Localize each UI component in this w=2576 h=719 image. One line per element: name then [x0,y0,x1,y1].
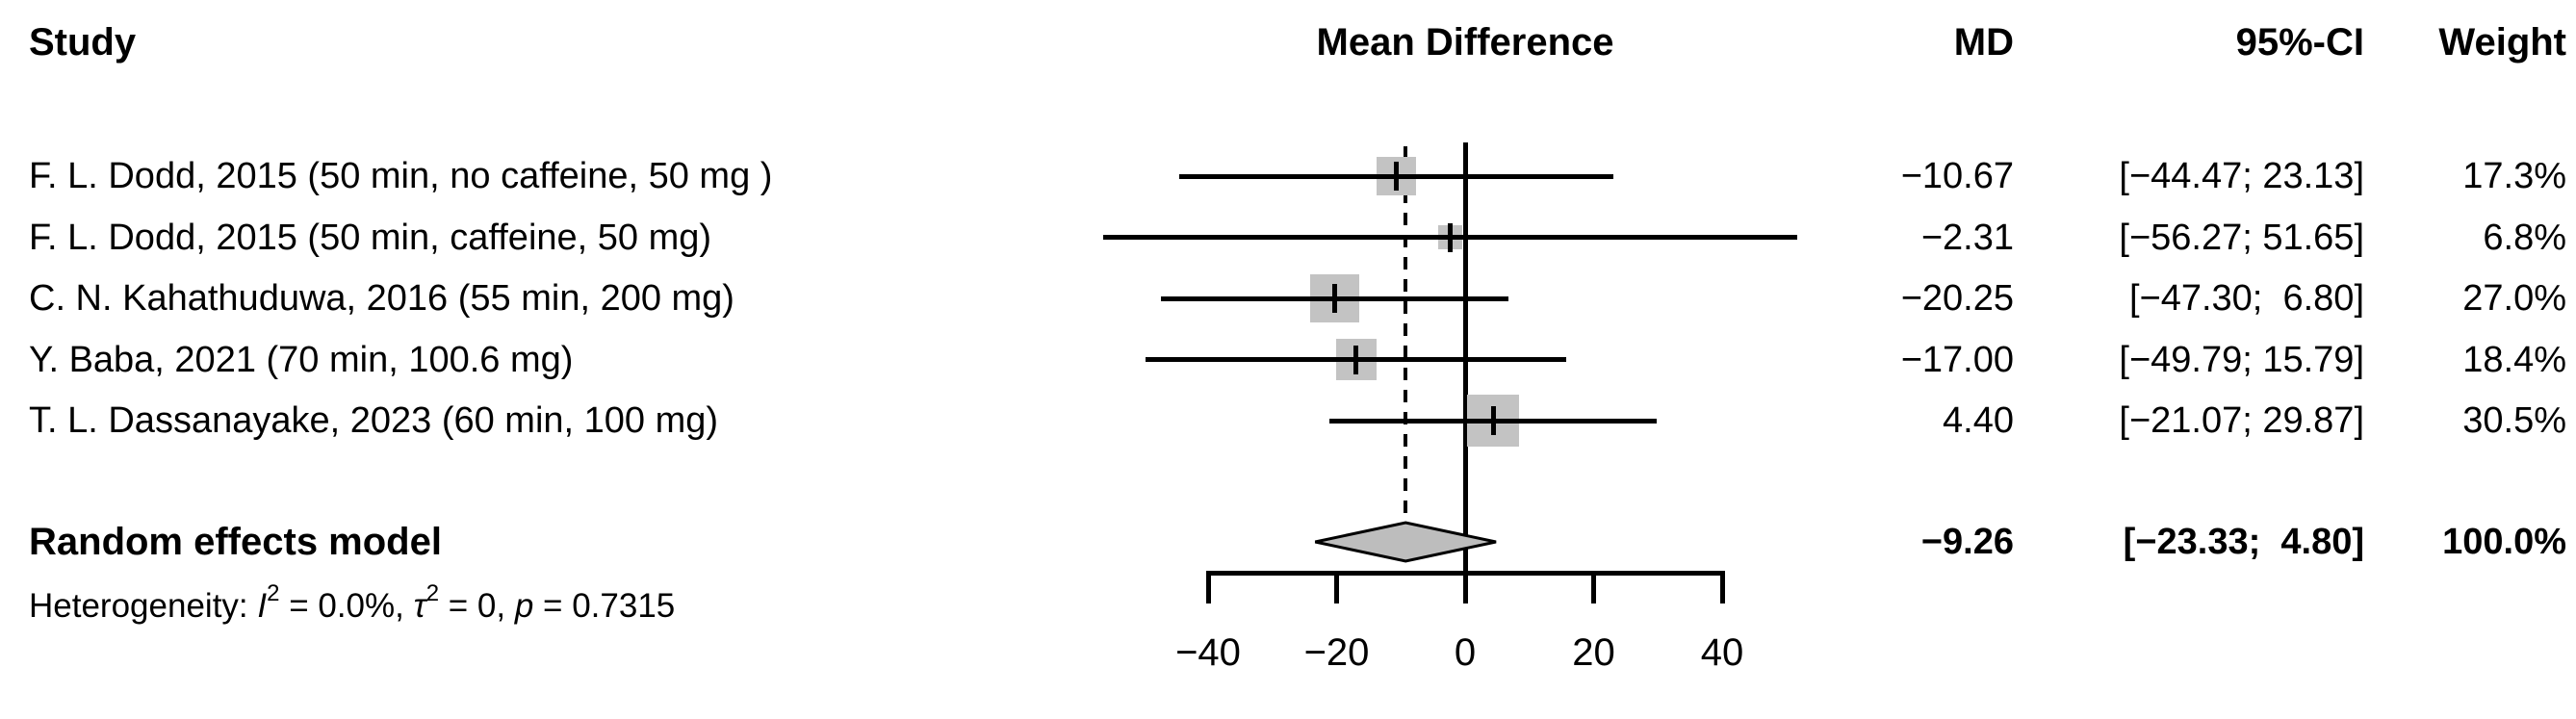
heterogeneity-text-part: Heterogeneity: [29,587,258,625]
heterogeneity-text-part: 2 [267,580,280,607]
heterogeneity-text-part: = 0.0%, [279,587,414,625]
point-estimate-tick [1490,406,1496,435]
study-ci-value: [−21.07; 29.87] [2119,400,2364,441]
x-axis-tick-label: 20 [1572,631,1615,674]
point-estimate-tick [1394,162,1400,191]
x-axis-tick-label: 0 [1454,631,1477,674]
study-ci-value: [−56.27; 51.65] [2119,217,2364,258]
point-estimate-tick [1353,345,1359,374]
study-label: Y. Baba, 2021 (70 min, 100.6 mg) [29,339,574,380]
study-weight-value: 18.4% [2462,339,2566,380]
summary-md-value: −9.26 [1920,522,2014,562]
summary-ci-value: [−23.33; 4.80] [2123,522,2364,562]
study-label: F. L. Dodd, 2015 (50 min, no caffeine, 5… [29,156,773,196]
study-column-header: Study [29,21,137,64]
md-column-header: MD [1953,21,2014,64]
heterogeneity-text-part: p [514,587,534,625]
x-axis-tick-label: 40 [1700,631,1744,674]
x-axis-tick [1591,570,1596,603]
x-axis-tick [1205,570,1211,603]
study-weight-value: 6.8% [2483,217,2566,258]
point-estimate-tick [1332,284,1338,313]
x-axis-tick [1462,570,1468,603]
study-label: T. L. Dassanayake, 2023 (60 min, 100 mg) [29,400,719,441]
x-axis-tick-label: −40 [1175,631,1241,674]
study-md-value: −20.25 [1900,278,2014,319]
study-md-value: −2.31 [1920,217,2014,258]
pooled-estimate-dashed-line [1404,146,1408,523]
x-axis-tick [1334,570,1339,603]
heterogeneity-text-part: = 0, [439,587,515,625]
study-md-value: 4.40 [1943,400,2014,441]
point-estimate-tick [1448,222,1454,252]
heterogeneity-text-part: τ [413,587,426,625]
ci-column-header: 95%-CI [2235,21,2364,64]
summary-weight-value: 100.0% [2442,522,2566,562]
heterogeneity-text-part: 2 [425,580,440,607]
study-weight-value: 27.0% [2462,278,2566,319]
study-ci-value: [−44.47; 23.13] [2119,156,2364,196]
heterogeneity-text-part: I [257,587,268,625]
study-ci-value: [−47.30; 6.80] [2128,278,2364,319]
weight-column-header: Weight [2438,21,2566,64]
x-axis-tick-label: −20 [1303,631,1370,674]
mean-difference-column-header: Mean Difference [1316,21,1614,64]
study-label: C. N. Kahathuduwa, 2016 (55 min, 200 mg) [29,278,734,319]
heterogeneity-text-part: = 0.7315 [533,587,676,625]
study-label: F. L. Dodd, 2015 (50 min, caffeine, 50 m… [29,217,712,258]
study-weight-value: 17.3% [2462,156,2566,196]
x-axis-tick [1719,570,1725,603]
study-ci-value: [−49.79; 15.79] [2119,339,2364,380]
study-md-value: −10.67 [1900,156,2014,196]
study-weight-value: 30.5% [2462,400,2566,441]
heterogeneity-note: Heterogeneity: I2 = 0.0%, τ2 = 0, p = 0.… [29,582,676,629]
study-md-value: −17.00 [1900,339,2014,380]
pooled-diamond-icon [1314,521,1497,563]
summary-row-label: Random effects model [29,521,442,563]
